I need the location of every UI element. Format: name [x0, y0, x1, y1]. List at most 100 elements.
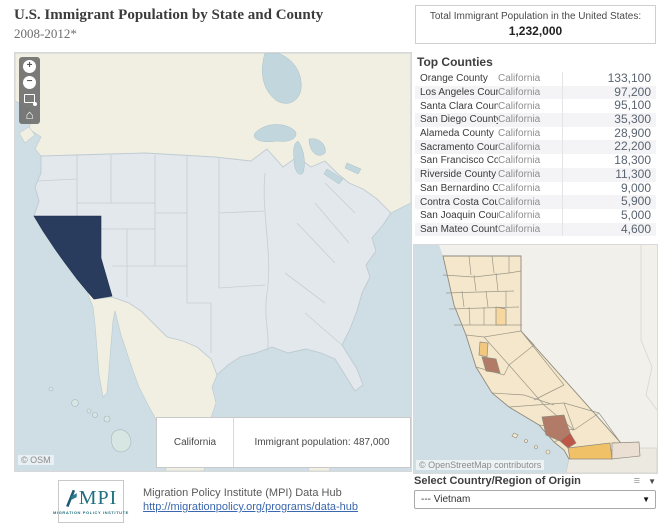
county-value: 22,200 [562, 140, 656, 155]
california-county-map[interactable]: © OpenStreetMap contributors [413, 244, 658, 474]
zoom-area-icon-dot [33, 102, 37, 106]
filter-caret-icon[interactable]: ▼ [648, 476, 656, 486]
county-name: Santa Clara County [420, 100, 498, 112]
filter-header: Select Country/Region of Origin ≡ ▼ [414, 474, 656, 488]
nevada-arizona-border [640, 245, 657, 411]
state-name: California [498, 223, 541, 235]
county-name: Orange County [420, 73, 488, 85]
mpi-logo-name: MIGRATION POLICY INSTITUTE [53, 510, 129, 515]
table-row[interactable]: San Joaquin County California 5,000 [415, 208, 656, 223]
state-name: California [498, 141, 541, 153]
county-value: 95,100 [562, 99, 656, 114]
county-value: 28,900 [562, 126, 656, 141]
county-value: 5,000 [562, 208, 656, 223]
state-borders [36, 154, 356, 353]
county-value: 35,300 [562, 112, 656, 127]
map-tooltip: California Immigrant population: 487,000 [156, 417, 411, 468]
total-population-value: 1,232,000 [508, 24, 563, 38]
county-name: Riverside County [420, 169, 497, 181]
footer-text: Migration Policy Institute (MPI) Data Hu… [143, 486, 358, 514]
footer-org-line: Migration Policy Institute (MPI) Data Hu… [143, 487, 342, 499]
state-name: California [498, 155, 541, 167]
total-population-box: Total Immigrant Population in the United… [415, 5, 656, 44]
top-counties-title: Top Counties [417, 55, 493, 69]
tooltip-state: California [157, 418, 234, 467]
zoom-area-button[interactable] [23, 92, 37, 106]
openstreetmap-attribution: © OpenStreetMap contributors [416, 460, 545, 470]
county-name: San Mateo County [420, 223, 498, 235]
county-imperial[interactable] [611, 441, 641, 460]
state-name: California [498, 100, 541, 112]
page-title: U.S. Immigrant Population by State and C… [14, 7, 324, 23]
county-san-francisco[interactable] [478, 341, 489, 358]
filter-label: Select Country/Region of Origin [414, 475, 581, 487]
table-row[interactable]: San Francisco County California 18,300 [415, 153, 656, 168]
county-value: 11,300 [562, 167, 656, 182]
map-toolbar: + − ⌂ [19, 57, 40, 124]
top-counties-table: Orange County California 133,100 Los Ang… [415, 71, 656, 237]
county-santa-clara[interactable] [481, 356, 501, 374]
county-name: Sacramento County [420, 141, 498, 153]
county-value: 133,100 [562, 71, 656, 86]
county-value: 18,300 [562, 153, 656, 168]
footer-link[interactable]: http://migrationpolicy.org/programs/data… [143, 501, 359, 513]
pacific-ocean [414, 245, 569, 473]
mpi-logo-acronym: MPI [78, 487, 118, 509]
zoom-area-icon [24, 94, 35, 103]
county-value: 97,200 [562, 85, 656, 100]
county-sacramento[interactable] [495, 306, 507, 326]
tooltip-population: Immigrant population: 487,000 [254, 437, 390, 448]
state-name: California [498, 182, 541, 194]
filter-menu-icon[interactable]: ≡ [633, 475, 641, 487]
osm-attribution: © OSM [18, 455, 54, 465]
country-select-value: --- Vietnam [421, 494, 471, 505]
state-name: California [498, 87, 541, 99]
table-row[interactable]: Riverside County California 11,300 [415, 167, 656, 182]
zoom-in-button[interactable]: + [23, 60, 36, 73]
state-name: California [498, 128, 541, 140]
county-name: Los Angeles County [420, 87, 498, 99]
table-row[interactable]: Contra Costa County California 5,900 [415, 194, 656, 209]
us-map-panel[interactable]: + − ⌂ California Immigrant population: 4… [14, 52, 412, 472]
county-name: San Diego County [420, 114, 498, 126]
county-value: 4,600 [562, 222, 656, 237]
table-row[interactable]: San Bernardino Cou.. California 9,000 [415, 181, 656, 196]
table-row[interactable]: Santa Clara County California 95,100 [415, 99, 656, 114]
page-subtitle: 2008-2012* [14, 26, 77, 41]
zoom-out-button[interactable]: − [23, 76, 36, 89]
dropdown-caret-icon: ▼ [642, 495, 650, 504]
california-state[interactable] [33, 215, 113, 300]
vancouver-island [18, 126, 36, 144]
table-row[interactable]: Los Angeles County California 97,200 [415, 85, 656, 100]
county-name: Alameda County [420, 128, 494, 140]
table-row[interactable]: San Diego County California 35,300 [415, 112, 656, 127]
country-select[interactable]: --- Vietnam ▼ [414, 490, 656, 509]
table-row[interactable]: Alameda County California 28,900 [415, 126, 656, 141]
state-name: California [498, 196, 541, 208]
us-map-svg [15, 53, 411, 471]
county-name: Contra Costa County [420, 196, 498, 208]
state-name: California [498, 210, 541, 222]
county-borders [442, 255, 621, 459]
mpi-logo-mark [65, 489, 77, 507]
county-name: San Joaquin County [420, 210, 498, 222]
channel-islands [511, 432, 551, 455]
state-name: California [498, 169, 541, 181]
mpi-logo: MPI MIGRATION POLICY INSTITUTE [53, 480, 128, 523]
home-button[interactable]: ⌂ [25, 107, 34, 122]
state-name: California [498, 73, 541, 85]
county-orange[interactable] [559, 432, 577, 449]
table-row[interactable]: Sacramento County California 22,200 [415, 140, 656, 155]
county-name: San Bernardino Cou.. [420, 182, 498, 194]
table-row[interactable]: Orange County California 133,100 [415, 71, 656, 86]
state-name: California [498, 114, 541, 126]
county-value: 5,900 [562, 194, 656, 209]
table-row[interactable]: San Mateo County California 4,600 [415, 222, 656, 237]
county-name: San Francisco County [420, 155, 498, 167]
county-value: 9,000 [562, 181, 656, 196]
ca-map-svg [414, 245, 657, 473]
hawaii-islands [48, 386, 132, 453]
total-population-label: Total Immigrant Population in the United… [429, 11, 642, 22]
lakes [254, 53, 362, 185]
